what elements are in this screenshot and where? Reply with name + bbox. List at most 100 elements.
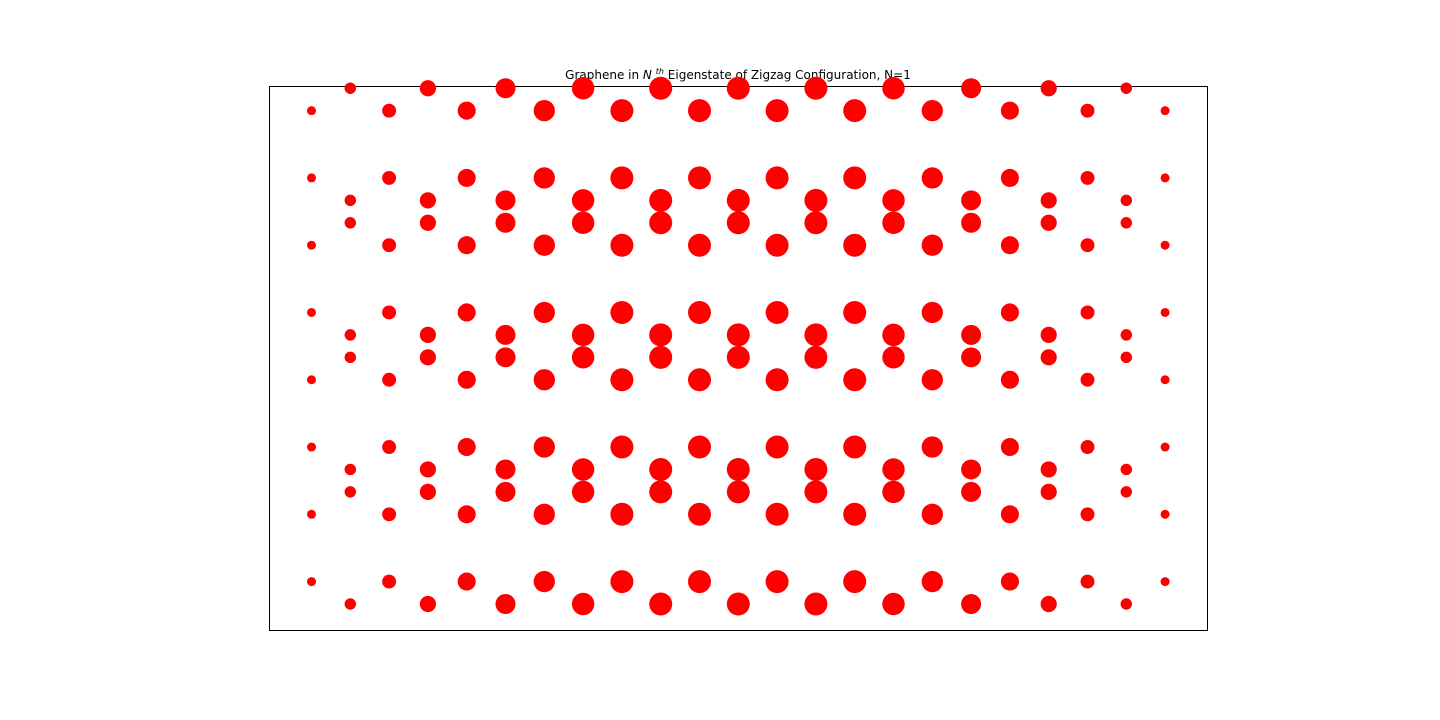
scatter-point: [307, 442, 316, 452]
scatter-point: [382, 238, 397, 253]
scatter-point: [344, 351, 357, 364]
scatter-point: [419, 80, 436, 97]
scatter-point: [765, 435, 789, 459]
scatter-point: [843, 166, 867, 190]
scatter-point: [804, 480, 828, 504]
scatter-point: [921, 570, 943, 593]
scatter-point: [649, 211, 673, 235]
scatter-point: [961, 459, 982, 480]
scatter-point: [765, 502, 789, 526]
scatter-point: [495, 324, 516, 345]
scatter-point: [726, 592, 750, 616]
scatter-point: [1000, 303, 1019, 322]
scatter-point: [1120, 463, 1133, 476]
scatter-point: [726, 457, 750, 481]
scatter-point: [1120, 329, 1133, 341]
scatter-point: [765, 99, 789, 123]
scatter-point: [1080, 238, 1095, 253]
scatter-point: [344, 486, 357, 498]
scatter-point: [419, 483, 436, 500]
scatter-point: [1080, 170, 1095, 185]
scatter-point: [882, 323, 905, 347]
scatter-point: [571, 77, 595, 100]
scatter-point: [1080, 372, 1095, 387]
scatter-point: [419, 326, 436, 343]
scatter-point: [1160, 375, 1170, 385]
scatter-point: [1040, 192, 1057, 209]
scatter-point: [1040, 461, 1057, 478]
scatter-point: [882, 77, 905, 100]
scatter-point: [419, 595, 436, 613]
scatter-point: [495, 481, 516, 502]
scatter-point: [765, 570, 789, 594]
scatter-point: [649, 345, 673, 369]
scatter-point: [649, 188, 673, 212]
scatter-point: [688, 233, 711, 257]
chart-title-math-sup: th: [656, 67, 664, 76]
scatter-point: [610, 300, 634, 324]
scatter-point: [961, 190, 982, 211]
scatter-point: [882, 189, 905, 212]
scatter-point: [804, 592, 828, 616]
scatter-point: [1080, 103, 1095, 118]
scatter-point: [843, 570, 867, 594]
scatter-point: [1040, 349, 1057, 366]
scatter-point: [382, 507, 397, 522]
scatter-point: [921, 234, 943, 256]
scatter-point: [344, 217, 357, 229]
scatter-point: [495, 594, 516, 614]
scatter-point: [688, 435, 711, 459]
scatter-point: [1080, 574, 1095, 589]
scatter-point: [382, 574, 397, 589]
scatter-point: [571, 189, 595, 212]
scatter-point: [1040, 214, 1057, 231]
scatter-point: [533, 167, 555, 189]
scatter-point: [843, 368, 867, 392]
scatter-point: [1120, 486, 1133, 498]
scatter-point: [457, 303, 476, 322]
scatter-point: [419, 461, 436, 478]
scatter-point: [610, 233, 634, 257]
scatter-point: [344, 598, 357, 610]
scatter-point: [533, 301, 555, 324]
scatter-point: [1000, 572, 1019, 591]
scatter-point: [457, 572, 476, 591]
scatter-point: [688, 300, 711, 324]
scatter-point: [495, 212, 516, 233]
scatter-point: [726, 323, 750, 347]
scatter-point: [1080, 305, 1095, 320]
scatter-point: [610, 166, 634, 190]
scatter-point: [649, 480, 673, 504]
scatter-point: [921, 369, 943, 391]
scatter-point: [1160, 442, 1170, 452]
scatter-point: [307, 240, 316, 250]
scatter-point: [804, 188, 828, 212]
scatter-point: [1160, 509, 1170, 519]
scatter-point: [804, 76, 828, 100]
scatter-point: [843, 502, 867, 526]
scatter-point: [571, 211, 595, 234]
scatter-point: [726, 211, 750, 235]
scatter-point: [1000, 236, 1019, 255]
scatter-point: [571, 323, 595, 347]
scatter-point: [457, 101, 476, 120]
scatter-point: [307, 173, 316, 183]
scatter-point: [765, 368, 789, 392]
scatter-point: [1120, 351, 1133, 364]
scatter-point: [1080, 507, 1095, 522]
scatter-point: [495, 190, 516, 211]
scatter-point: [961, 212, 982, 233]
scatter-point: [495, 78, 516, 99]
scatter-point: [649, 457, 673, 481]
chart-title-suffix: Eigenstate of Zigzag Configuration, N=1: [668, 68, 911, 82]
scatter-point: [610, 502, 634, 526]
scatter-point: [765, 166, 789, 190]
scatter-point: [571, 346, 595, 369]
scatter-point: [1000, 101, 1019, 120]
scatter-point: [1120, 82, 1133, 94]
scatter-point: [610, 368, 634, 392]
scatter-point: [961, 481, 982, 502]
scatter-point: [419, 349, 436, 366]
scatter-point: [921, 167, 943, 189]
